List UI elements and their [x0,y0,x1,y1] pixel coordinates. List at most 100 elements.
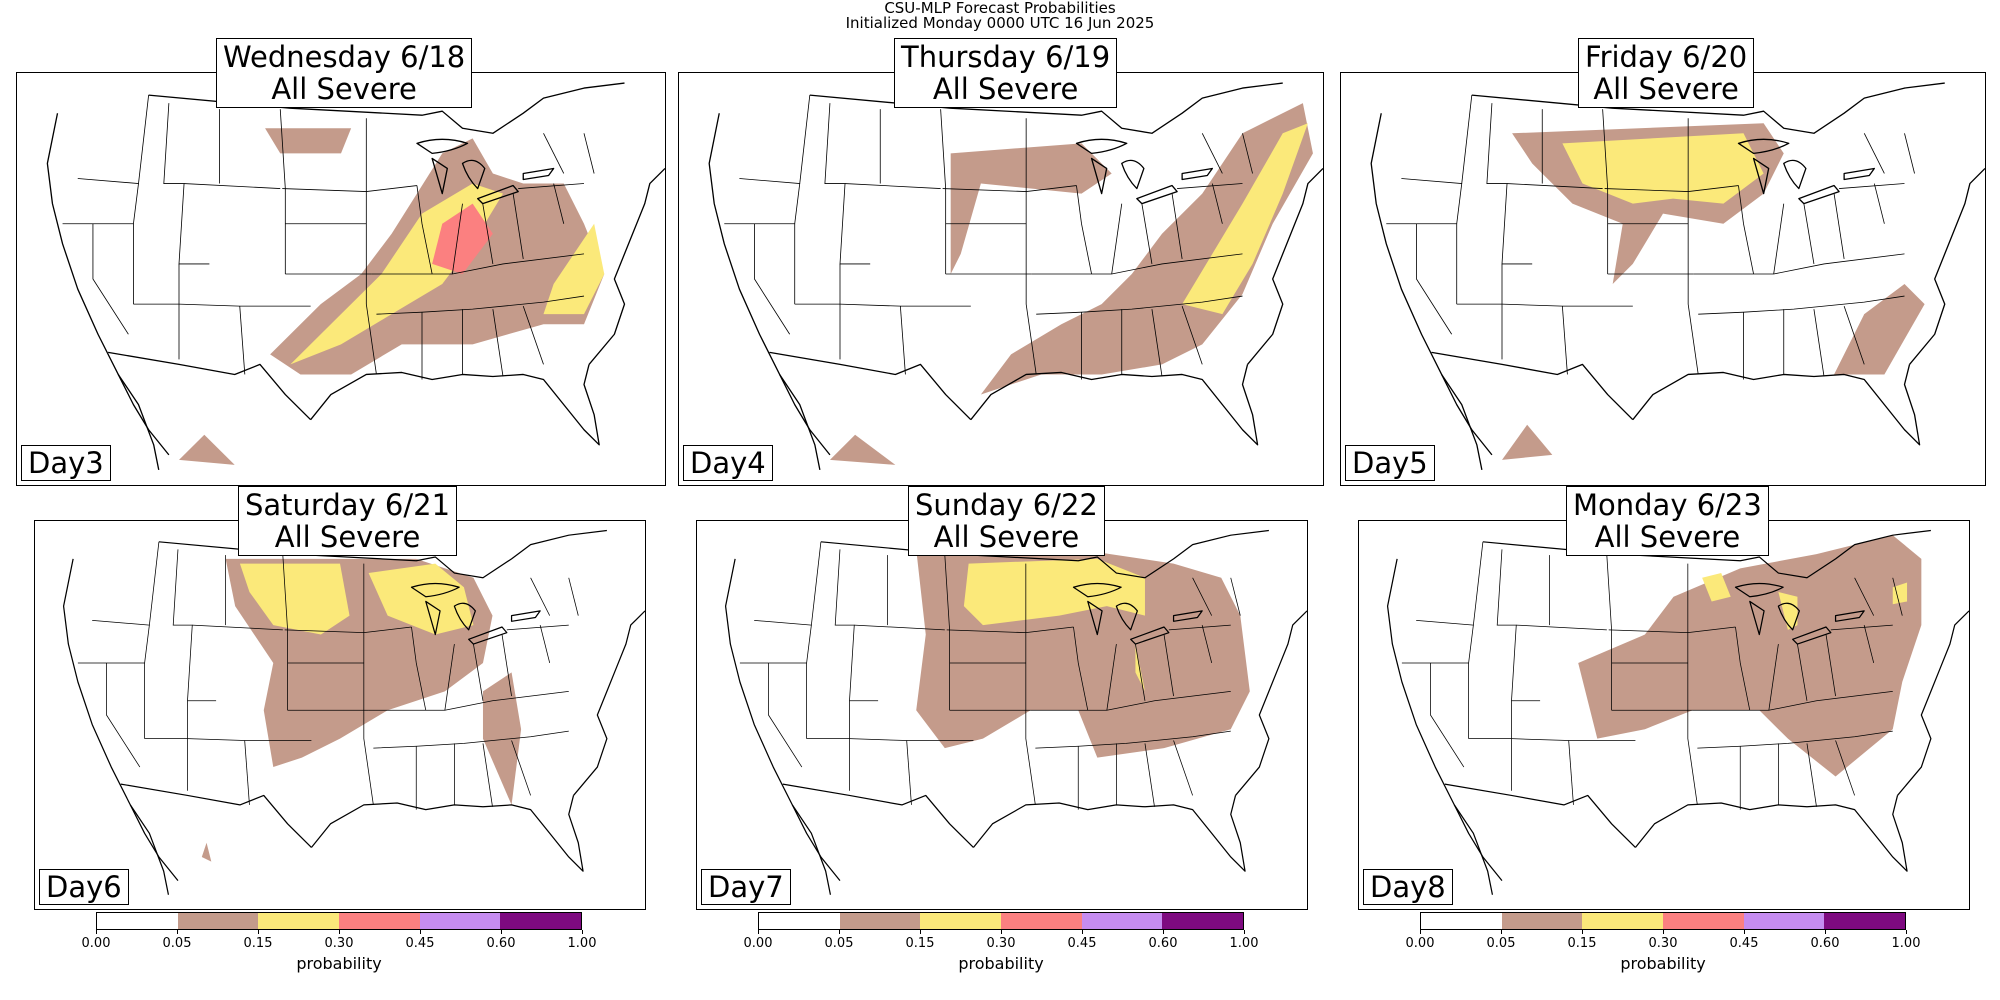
lake-superior [410,582,460,598]
lake-ontario [1843,167,1875,181]
lake-erie [1798,184,1840,205]
panel-title-date: Thursday 6/19 [901,40,1111,74]
probability-area-c2 [1892,582,1908,605]
colorbar-segment [258,913,340,929]
day-label: Day3 [21,445,111,481]
probability-area-c1 [950,143,1112,274]
panel-title-date: Saturday 6/21 [245,488,451,522]
lake-huron [461,159,486,190]
gulf-coast [1632,364,1921,446]
colorbar-tick-label: 0.30 [1648,936,1678,951]
canada-border [1482,529,1931,579]
atlantic-coast [1247,168,1323,365]
probability-area-c1 [179,434,235,465]
panel-title-date: Wednesday 6/18 [223,40,466,74]
baja-coast [791,804,841,881]
colorbar-tick-label: 0.45 [405,936,435,951]
day-label: Day4 [683,445,773,481]
lake-ontario [1181,167,1213,181]
map-panel-day8: Day8 [1358,520,1970,910]
colorbar-segment [1743,913,1825,929]
colorbar-tick [839,930,840,934]
panel-title-date: Monday 6/23 [1573,488,1762,522]
mexico-border [120,783,312,848]
colorbar-tick-label: 0.45 [1729,936,1759,951]
colorbar-segment [177,913,259,929]
colorbar-tick [1244,930,1245,934]
colorbar-tick [177,930,178,934]
colorbar-segment [97,913,178,929]
probability-area-c1 [265,128,352,154]
canada-border [820,529,1269,579]
us-map [46,82,665,471]
panel-title-hazard: All Severe [1593,72,1739,106]
lake-michigan [425,600,441,636]
mexico-border [782,783,974,848]
lake-ontario [510,610,541,622]
colorbar-segment [1501,913,1583,929]
gulf-coast [310,364,600,446]
lake-huron [1777,602,1800,631]
probability-area-c1 [1502,424,1553,460]
colorbar [758,912,1244,930]
colorbar-tick [1420,930,1421,934]
colorbar-segment [920,913,1002,929]
colorbar-tick-label: 0.30 [324,936,354,951]
colorbar-tick [501,930,502,934]
canada-border [148,82,625,134]
probability-area-c2 [1562,133,1764,204]
lake-superior [1072,582,1122,598]
colorbar-segment [339,913,420,929]
gulf-coast [970,364,1259,446]
colorbar-segment [1663,913,1744,929]
lake-superior [1734,582,1784,598]
baja-coast [1453,804,1503,881]
colorbar-tick-label: 0.60 [1148,936,1178,951]
colorbar-tick [1825,930,1826,934]
pacific-coast [724,558,832,895]
lake-michigan [1752,157,1770,195]
panel-title-hazard: All Severe [932,72,1079,106]
canada-border [1471,82,1945,134]
colorbar-segment [419,913,501,929]
colorbar-tick-label: 0.05 [824,936,854,951]
probability-area-c2 [239,563,350,635]
lake-michigan [1090,157,1108,195]
atlantic-coast [1897,610,1969,796]
map-panel-day6: Day6 [34,520,646,910]
colorbar-tick-label: 1.00 [567,936,597,951]
colorbar-tick-label: 0.15 [243,936,273,951]
map-panel-day4: Day4 [678,72,1324,486]
pacific-coast [1386,558,1494,895]
us-map [724,529,1307,895]
us-map [708,82,1323,471]
colorbar-tick [1001,930,1002,934]
colorbar-tick-label: 0.00 [1405,936,1435,951]
colorbar-tick-label: 0.60 [1810,936,1840,951]
probability-area-c1 [829,434,896,465]
lake-superior [1075,138,1128,155]
gulf-coast [310,795,584,872]
map-panel-day5: Day5 [1340,72,1986,486]
lake-ontario [1172,610,1203,622]
probability-area-c1 [482,672,522,805]
colorbar-tick [339,930,340,934]
baja-coast [1441,374,1493,456]
colorbar [96,912,582,930]
panel-title: Saturday 6/21 All Severe [238,486,458,556]
panel-title: Thursday 6/19 All Severe [894,38,1118,108]
colorbar-tick [1082,930,1083,934]
colorbar-tick-label: 0.15 [905,936,935,951]
lake-michigan [431,157,448,195]
colorbar-label: probability [1620,954,1706,973]
mexico-border [769,351,972,421]
colorbar-tick [1663,930,1664,934]
probability-area-c2 [1778,591,1798,630]
colorbar-tick [758,930,759,934]
colorbar-segment [1421,913,1502,929]
gulf-coast [1634,795,1908,872]
mexico-border [108,351,312,421]
lake-superior [1737,138,1790,155]
colorbar-label: probability [296,954,382,973]
colorbar-segment [1001,913,1082,929]
